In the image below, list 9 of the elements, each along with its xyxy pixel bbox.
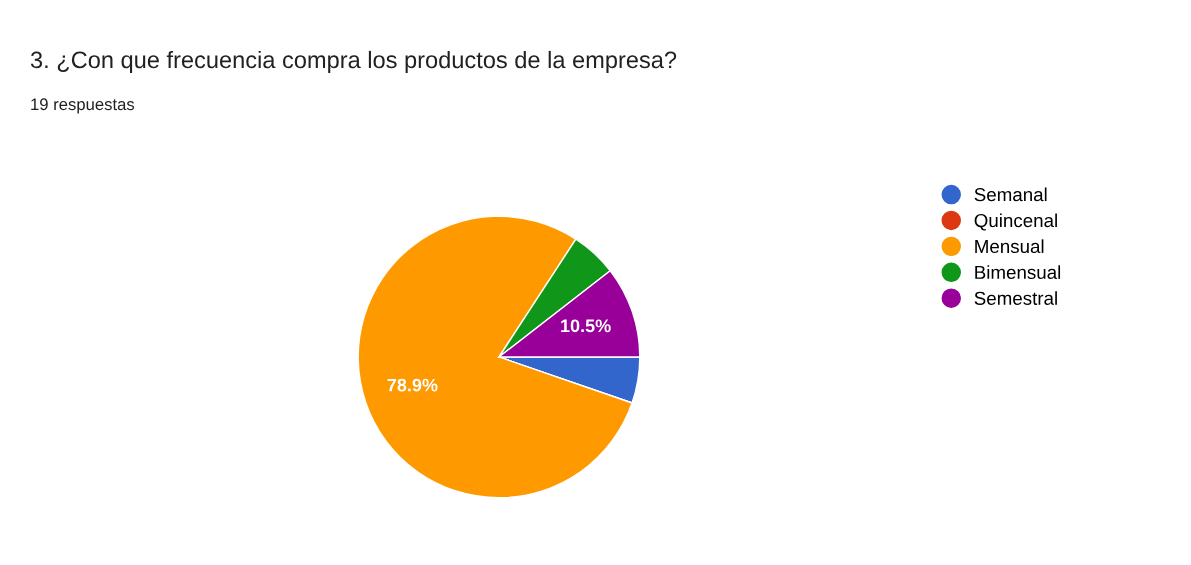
legend-label: Mensual bbox=[975, 239, 1044, 254]
data-label: 10.5% bbox=[561, 319, 611, 333]
text: 19 respuestas bbox=[31, 98, 135, 114]
legend-label: Semestral bbox=[974, 291, 1057, 305]
chart-title: 3. ¿Con que frecuencia compra los productos de la empresa? bbox=[30, 50, 677, 73]
legend-label: Semanal bbox=[974, 187, 1047, 202]
legend-label: Quincenal bbox=[974, 213, 1057, 231]
data-label: 78.9% bbox=[387, 378, 438, 392]
legend-label: Bimensual bbox=[975, 265, 1061, 280]
